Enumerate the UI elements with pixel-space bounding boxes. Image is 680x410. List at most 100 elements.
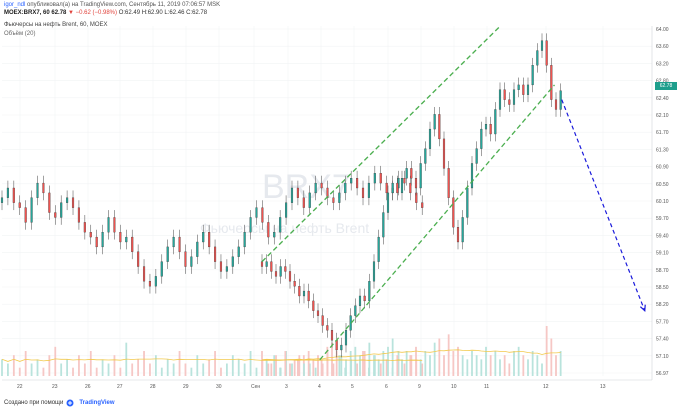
candle [249, 210, 252, 240]
candle [382, 205, 385, 245]
candle-body [372, 261, 376, 282]
candle-body [494, 109, 497, 135]
candle-body [302, 290, 306, 297]
symbol-name: MOEX:BRX7, 60 [4, 10, 50, 16]
candle [166, 239, 169, 269]
candle-body [428, 128, 432, 149]
candle [66, 190, 69, 211]
candle-body [484, 124, 488, 130]
volume-bar [267, 363, 270, 376]
candle-body [382, 212, 385, 238]
candle-body [540, 40, 544, 51]
candle-body [386, 192, 390, 213]
volume-bar [18, 367, 21, 376]
volume-bar [385, 359, 388, 376]
candle [270, 254, 273, 279]
candle [400, 170, 404, 201]
candle-body [296, 187, 299, 198]
price-tick-label: 57.10 [656, 354, 669, 360]
volume-bar [119, 367, 122, 376]
candle-body [101, 232, 104, 248]
candle [48, 185, 51, 220]
candle-body [260, 261, 264, 267]
volume-bar [401, 359, 403, 376]
time-tick-label: 29 [183, 384, 189, 390]
volume-bar [270, 363, 273, 376]
tradingview-brand[interactable]: TradingView [79, 400, 115, 406]
candle [326, 318, 329, 338]
footer-created-text: Создано при помощи [4, 400, 64, 406]
volume-bar [275, 355, 277, 376]
volume-bar [237, 359, 240, 376]
price-tick-label: 63.20 [656, 61, 669, 67]
volume-bar [172, 363, 175, 376]
volume-legend[interactable]: Объём (20) [4, 31, 36, 37]
price-tick-label: 57.40 [656, 337, 669, 343]
candle-body [373, 173, 376, 184]
candle-body [273, 232, 276, 238]
volume-bar [466, 359, 469, 376]
volume-bar [154, 355, 157, 376]
candle-body [71, 197, 75, 208]
volume-bar [527, 359, 529, 376]
time-tick-label: 6 [385, 384, 388, 390]
candle [386, 185, 390, 220]
candle [489, 116, 492, 142]
volume-bar [42, 367, 45, 376]
volume-bar [356, 363, 358, 376]
candle-body [326, 187, 329, 198]
volume-bar [438, 338, 441, 376]
volume-bar [225, 363, 228, 376]
candle [89, 224, 92, 245]
price-tick-label: 64.00 [656, 27, 669, 33]
candle-body [113, 217, 116, 233]
volume-bar [559, 351, 562, 376]
volume-bar [362, 351, 364, 376]
candle [71, 190, 75, 215]
candle [522, 77, 525, 103]
candle [208, 224, 211, 255]
candle-body [344, 330, 348, 346]
candle-body [385, 182, 388, 194]
volume-bar [340, 355, 343, 376]
time-tick-label: 5 [351, 384, 354, 390]
candle [480, 121, 483, 157]
candle [307, 283, 310, 309]
volume-bar [261, 351, 263, 376]
candle-body [536, 50, 539, 66]
candle-body [95, 236, 98, 248]
candle-body [125, 236, 128, 243]
volume-bar [377, 359, 380, 376]
series-legend[interactable]: Фьючерсы на нефть Brent, 60, MOEX [4, 22, 108, 28]
candle [484, 116, 488, 137]
candle [367, 175, 370, 206]
candle-body [330, 330, 334, 341]
candle-body [66, 197, 69, 203]
candle-body [312, 300, 315, 311]
candle [344, 322, 348, 353]
author-link[interactable]: igor_ndl [4, 2, 26, 8]
volume-bar [298, 355, 301, 376]
candle-body [77, 207, 80, 223]
candle [403, 170, 406, 191]
volume-bar [231, 355, 234, 376]
volume-bar [429, 355, 431, 376]
candle [550, 57, 553, 107]
time-tick-label: 10 [451, 384, 457, 390]
price-axis[interactable]: 64.00 63.60 63.20 62.80 62.40 62.10 61.70 61.30… [656, 27, 669, 377]
candle-body [316, 310, 320, 316]
candle [172, 229, 175, 255]
candle-body [377, 236, 380, 262]
candle [131, 229, 134, 260]
candle [330, 322, 334, 348]
candle [391, 175, 394, 201]
candle-body [202, 232, 205, 243]
candle-body [405, 168, 408, 179]
projection-arrowhead [639, 304, 646, 312]
candle-body [249, 217, 252, 233]
candle [83, 214, 86, 240]
price-tick-label: 58.70 [656, 268, 669, 274]
candle-body [154, 276, 157, 287]
time-axis[interactable]: 22 23 26 27 28 29 30 Сен 3 4 5 6 9 10 11 12 13 [17, 384, 606, 390]
